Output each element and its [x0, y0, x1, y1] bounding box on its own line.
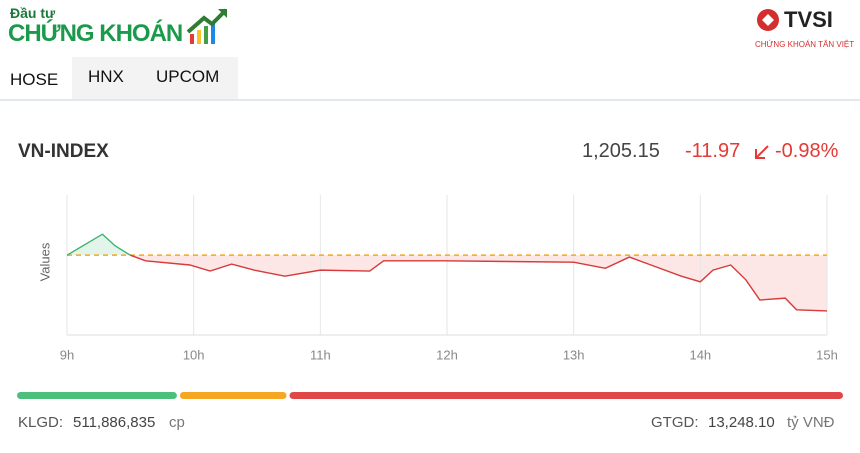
tab-divider [0, 99, 860, 101]
tab[interactable]: UPCOM [156, 67, 220, 86]
logo-main: CHỨNG KHOÁN [8, 20, 183, 47]
tvsi-tagline: CHỨNG KHOÁN TÂN VIỆT [755, 40, 855, 49]
tab-bar [72, 57, 238, 99]
index-change: -11.97 [685, 140, 741, 162]
x-tick-label: 11h [310, 347, 331, 362]
tvsi-logo: TVSI [784, 7, 833, 32]
x-tick-label: 10h [183, 347, 205, 362]
line [66, 233, 131, 256]
breadth-segment [289, 392, 843, 399]
volume-label: KLGD: [18, 414, 64, 431]
x-tick-label: 12h [436, 347, 458, 362]
area [130, 255, 828, 311]
volume-unit: cp [169, 414, 185, 431]
value-value: 13,248.10 [708, 414, 775, 431]
line [130, 254, 828, 312]
tvsi-icon [757, 9, 779, 31]
down-arrow [755, 145, 769, 159]
tab[interactable]: HOSE [10, 70, 59, 89]
value-unit: tỷ VNĐ [787, 414, 835, 431]
area [67, 234, 131, 256]
breadth-segment [179, 392, 287, 399]
x-tick-label: 9h [60, 347, 74, 362]
index-name: VN-INDEX [18, 141, 109, 162]
logo-icon [186, 8, 228, 44]
y-axis-label: Values [37, 242, 52, 281]
logo-top: Đầu tư [10, 5, 56, 21]
breadth-segment [17, 392, 177, 399]
volume-value: 511,886,835 [73, 414, 156, 431]
index-value: 1,205.15 [582, 140, 660, 162]
x-tick-label: 15h [816, 347, 838, 362]
value-label: GTGD: [651, 414, 699, 431]
index-change-percent: -0.98% [775, 140, 839, 162]
x-tick-label: 14h [689, 347, 711, 362]
x-tick-label: 13h [563, 347, 585, 362]
tab[interactable]: HNX [88, 67, 124, 86]
